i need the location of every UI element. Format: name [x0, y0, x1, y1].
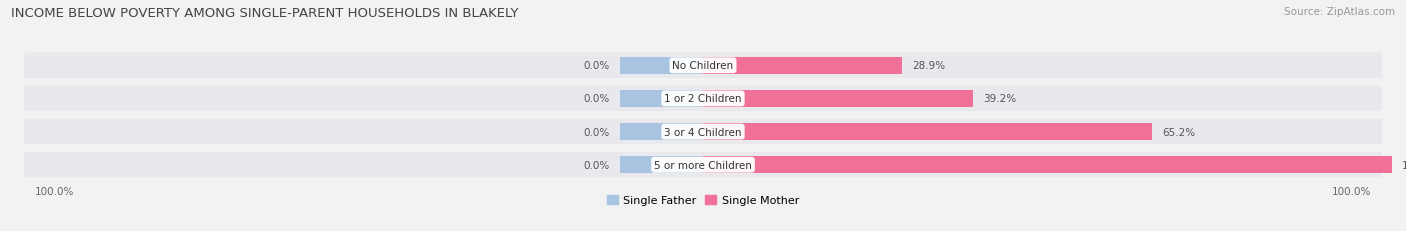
Text: Source: ZipAtlas.com: Source: ZipAtlas.com	[1284, 7, 1395, 17]
Text: 39.2%: 39.2%	[983, 94, 1017, 104]
FancyBboxPatch shape	[24, 152, 1382, 178]
Bar	[703, 156, 1392, 173]
Text: 0.0%: 0.0%	[583, 61, 610, 71]
Text: INCOME BELOW POVERTY AMONG SINGLE-PARENT HOUSEHOLDS IN BLAKELY: INCOME BELOW POVERTY AMONG SINGLE-PARENT…	[11, 7, 519, 20]
Bar	[620, 156, 703, 173]
Legend: Single Father, Single Mother: Single Father, Single Mother	[602, 191, 804, 210]
Bar	[620, 58, 703, 75]
Text: 100.0%: 100.0%	[1331, 186, 1371, 196]
Text: No Children: No Children	[672, 61, 734, 71]
Text: 0.0%: 0.0%	[583, 160, 610, 170]
Text: 65.2%: 65.2%	[1163, 127, 1195, 137]
Text: 100.0%: 100.0%	[35, 186, 75, 196]
Text: 0.0%: 0.0%	[583, 127, 610, 137]
Text: 5 or more Children: 5 or more Children	[654, 160, 752, 170]
Bar	[620, 90, 703, 108]
Text: 28.9%: 28.9%	[912, 61, 946, 71]
Text: 100.0%: 100.0%	[1402, 160, 1406, 170]
Text: 0.0%: 0.0%	[583, 94, 610, 104]
Bar	[620, 123, 703, 141]
Bar	[703, 123, 1152, 141]
FancyBboxPatch shape	[24, 53, 1382, 79]
Text: 3 or 4 Children: 3 or 4 Children	[664, 127, 742, 137]
Text: 1 or 2 Children: 1 or 2 Children	[664, 94, 742, 104]
Bar	[703, 58, 903, 75]
FancyBboxPatch shape	[24, 119, 1382, 145]
Bar	[703, 90, 973, 108]
FancyBboxPatch shape	[24, 86, 1382, 112]
